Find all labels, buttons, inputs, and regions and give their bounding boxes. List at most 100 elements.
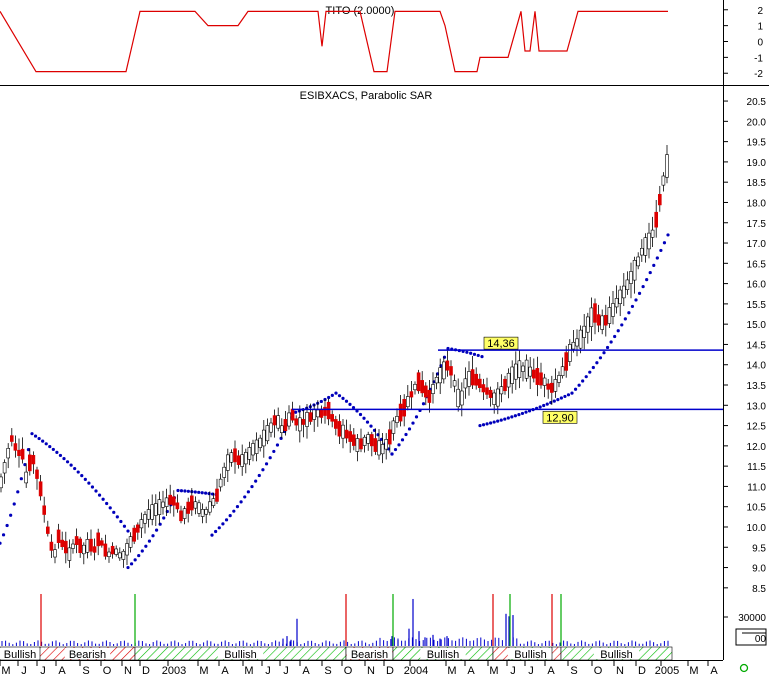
candle: [625, 271, 630, 295]
sar-dot: [348, 402, 352, 406]
sar-dot: [481, 423, 486, 427]
candle-body: [179, 510, 183, 522]
sar-dot: [83, 477, 87, 481]
candle: [467, 361, 471, 396]
candle: [269, 417, 273, 438]
candle-body: [258, 437, 263, 448]
candle: [110, 542, 115, 559]
candle: [6, 443, 10, 469]
candle-body: [287, 412, 291, 427]
time-tick-label: J: [40, 665, 46, 677]
candle-body: [60, 539, 65, 548]
candle-body: [226, 454, 230, 471]
candle: [456, 378, 461, 412]
time-tick-label: O: [103, 665, 112, 677]
candle-body: [82, 544, 86, 555]
sar-dot: [465, 350, 469, 354]
candle-body: [89, 538, 93, 552]
sar-dot: [217, 526, 221, 530]
price-tick-label: 19.5: [747, 138, 767, 149]
candle-body: [305, 412, 309, 427]
sar-dot: [577, 383, 581, 387]
candle: [297, 405, 302, 443]
price-tick-label: 15.0: [747, 320, 767, 331]
time-tick-label: O: [344, 665, 353, 677]
sar-dot: [520, 411, 525, 416]
candle-body: [186, 501, 190, 514]
sar-dot: [214, 529, 218, 534]
candle: [517, 350, 522, 389]
sar-dot: [542, 403, 546, 408]
candle: [405, 385, 410, 411]
candle: [513, 351, 518, 390]
price-tick-label: 17.5: [747, 219, 767, 230]
sar-dot: [115, 515, 119, 519]
candle-body: [337, 421, 342, 437]
candle: [546, 379, 551, 399]
sar-dot: [207, 491, 211, 496]
candle: [395, 408, 399, 428]
status-indicator-icon[interactable]: [739, 663, 749, 673]
candle-body: [596, 314, 601, 326]
candle-body: [456, 388, 461, 408]
tito-tick-label: 1: [757, 22, 763, 33]
sar-dot: [122, 524, 127, 528]
candle: [661, 172, 666, 192]
candle: [323, 399, 327, 424]
candle-body: [164, 497, 169, 507]
candle: [146, 499, 151, 528]
sar-dot: [570, 391, 574, 395]
candle-body: [639, 248, 644, 256]
candle-body: [49, 541, 54, 551]
candle-body: [132, 527, 136, 542]
candle: [89, 529, 93, 556]
candle-body: [175, 502, 180, 510]
sar-dot: [210, 533, 214, 537]
candle: [603, 304, 608, 337]
candle-body: [575, 338, 579, 347]
candle: [182, 506, 187, 525]
candle-body: [549, 382, 554, 393]
candle: [398, 394, 403, 427]
candle: [10, 428, 14, 447]
sar-dot: [556, 397, 560, 402]
candle: [229, 449, 234, 467]
sar-dot: [421, 402, 426, 406]
candle: [607, 296, 612, 329]
candle-body: [244, 452, 248, 465]
candle-body: [100, 540, 104, 546]
candle: [387, 421, 392, 453]
candle: [503, 375, 507, 395]
candle-body: [445, 360, 450, 371]
candle: [161, 490, 165, 515]
candle: [82, 542, 86, 565]
sar-dot: [97, 493, 102, 497]
candle: [326, 398, 331, 426]
candle-body: [564, 352, 569, 371]
candle: [276, 407, 281, 432]
candle-body: [362, 436, 367, 446]
sar-dot: [327, 395, 331, 400]
candle: [35, 466, 39, 490]
sar-dot: [400, 438, 405, 442]
price-tick-label: 15.5: [747, 300, 767, 311]
candle: [665, 144, 669, 184]
sar-dot: [94, 489, 98, 493]
sar-dot: [630, 304, 635, 309]
time-tick-label: A: [302, 665, 310, 677]
candle-body: [636, 256, 641, 267]
sar-dot: [330, 393, 334, 397]
candle: [31, 451, 36, 474]
sar-dot: [204, 491, 208, 495]
candle: [596, 304, 601, 333]
time-tick-label: J: [510, 665, 516, 677]
sar-dot: [319, 399, 323, 404]
sar-dot: [228, 513, 232, 518]
sar-dot: [186, 489, 190, 493]
candle: [193, 496, 198, 515]
candle-body: [488, 389, 493, 398]
candle-body: [326, 401, 331, 420]
time-tick-label: A: [221, 665, 229, 677]
sar-dot: [294, 410, 298, 414]
price-tick-label: 9.5: [752, 543, 766, 554]
